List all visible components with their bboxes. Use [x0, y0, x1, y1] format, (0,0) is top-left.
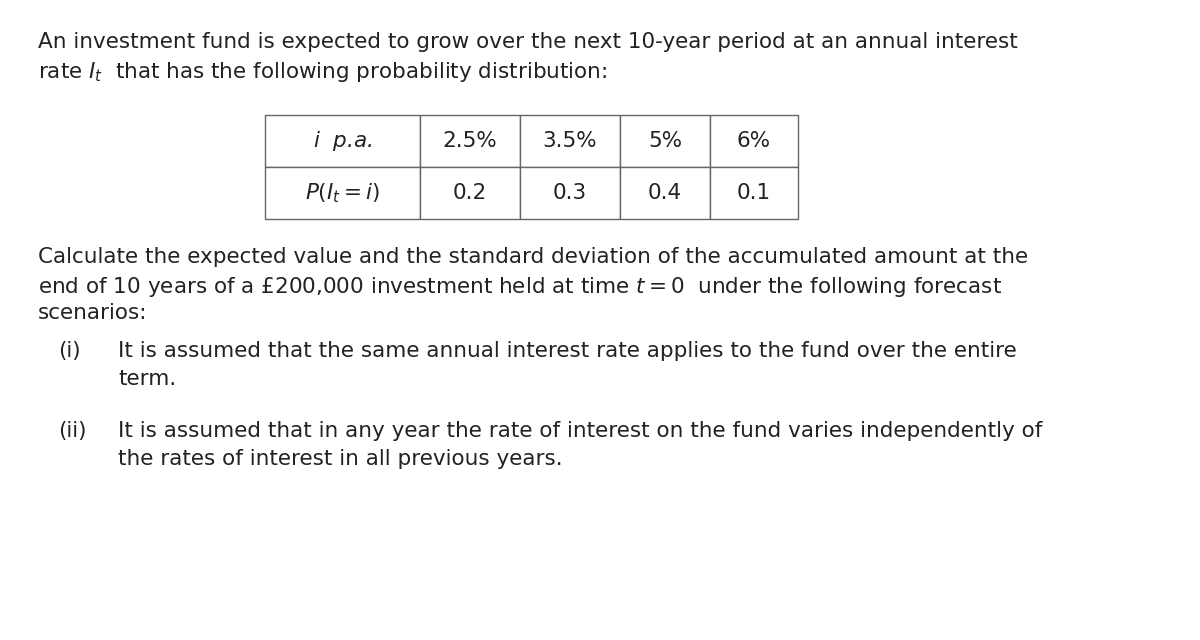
Text: (i): (i)	[58, 341, 80, 361]
Text: It is assumed that in any year the rate of interest on the fund varies independe: It is assumed that in any year the rate …	[118, 421, 1043, 441]
Text: scenarios:: scenarios:	[38, 303, 148, 323]
Text: 0.2: 0.2	[452, 183, 487, 203]
Text: 2.5%: 2.5%	[443, 131, 497, 151]
Bar	[620, 115, 710, 167]
Text: 0.3: 0.3	[553, 183, 587, 203]
Text: end of 10 years of a £200,000 investment held at time $t = 0$  under the followi: end of 10 years of a £200,000 investment…	[38, 275, 1002, 299]
Bar	[620, 167, 710, 219]
Text: the rates of interest in all previous years.: the rates of interest in all previous ye…	[118, 449, 563, 469]
Bar	[265, 167, 420, 219]
Text: $i$  p.a.: $i$ p.a.	[313, 129, 372, 153]
Text: It is assumed that the same annual interest rate applies to the fund over the en: It is assumed that the same annual inter…	[118, 341, 1016, 361]
Text: term.: term.	[118, 369, 176, 389]
Text: (ii): (ii)	[58, 421, 86, 441]
Text: 3.5%: 3.5%	[542, 131, 598, 151]
Text: Calculate the expected value and the standard deviation of the accumulated amoun: Calculate the expected value and the sta…	[38, 247, 1028, 267]
Bar	[420, 115, 520, 167]
Bar	[265, 115, 420, 167]
Text: 5%: 5%	[648, 131, 682, 151]
Text: $P(I_t = i)$: $P(I_t = i)$	[305, 181, 380, 205]
Bar	[710, 167, 798, 219]
Text: An investment fund is expected to grow over the next 10-year period at an annual: An investment fund is expected to grow o…	[38, 32, 1018, 52]
Text: 0.1: 0.1	[737, 183, 772, 203]
Text: 6%: 6%	[737, 131, 772, 151]
Bar	[710, 115, 798, 167]
Bar	[520, 167, 620, 219]
Text: rate $I_t$  that has the following probability distribution:: rate $I_t$ that has the following probab…	[38, 60, 607, 84]
Text: 0.4: 0.4	[648, 183, 682, 203]
Bar	[520, 115, 620, 167]
Bar	[420, 167, 520, 219]
